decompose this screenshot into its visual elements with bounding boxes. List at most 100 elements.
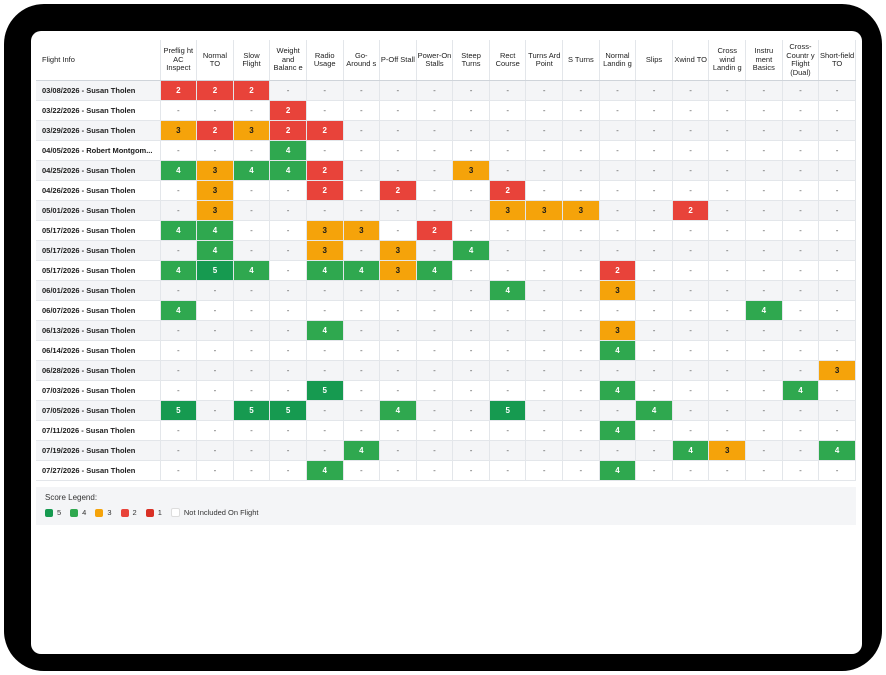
score-cell: - bbox=[233, 380, 271, 401]
column-header[interactable]: Short-field TO bbox=[818, 40, 856, 81]
table-row[interactable]: 05/17/2026 - Susan Tholen -4- -3-3-4- - - - - -… bbox=[36, 240, 856, 261]
flight-info-cell[interactable]: 07/11/2026 - Susan Tholen bbox=[36, 420, 161, 441]
table-row[interactable]: 07/19/2026 - Susan Tholen - - - - -4- - - - - - - -4… bbox=[36, 440, 856, 461]
table-row[interactable]: 04/26/2026 - Susan Tholen -3- -2-2- -2- - - - -… bbox=[36, 180, 856, 201]
table-row[interactable]: 05/17/2026 - Susan Tholen 4 4- -3 3-2- - - - - - -… bbox=[36, 220, 856, 241]
flight-info-cell[interactable]: 07/27/2026 - Susan Tholen bbox=[36, 460, 161, 481]
table-row[interactable]: 06/07/2026 - Susan Tholen 4- - - - - - - - - - - - - -… bbox=[36, 300, 856, 321]
score-cell: 4 bbox=[196, 240, 234, 261]
score-cell: - bbox=[160, 280, 198, 301]
score-cell: - bbox=[379, 380, 417, 401]
flight-info-cell[interactable]: 05/17/2026 - Susan Tholen bbox=[36, 240, 161, 261]
score-cell: - bbox=[269, 180, 307, 201]
flight-info-cell[interactable]: 07/19/2026 - Susan Tholen bbox=[36, 440, 161, 461]
score-cell: - bbox=[745, 340, 783, 361]
score-cell: - bbox=[525, 320, 564, 341]
column-header[interactable]: Instru ment Basics bbox=[745, 40, 783, 81]
column-header[interactable]: Normal Landin g bbox=[599, 40, 637, 81]
flight-info-cell[interactable]: 06/07/2026 - Susan Tholen bbox=[36, 300, 161, 321]
flight-info-cell[interactable]: 04/05/2026 - Robert Montgom... bbox=[36, 140, 161, 161]
score-cell: - bbox=[343, 460, 381, 481]
column-header[interactable]: Go-Around s bbox=[343, 40, 381, 81]
flight-info-cell[interactable]: 04/26/2026 - Susan Tholen bbox=[36, 180, 161, 201]
score-cell: - bbox=[635, 80, 673, 101]
flight-info-cell[interactable]: 07/03/2026 - Susan Tholen bbox=[36, 380, 161, 401]
table-row[interactable]: 05/17/2026 - Susan Tholen 4 5 4-4 4 3 4- - - -2- -… bbox=[36, 260, 856, 281]
flight-info-cell[interactable]: 03/29/2026 - Susan Tholen bbox=[36, 120, 161, 141]
column-header[interactable]: Rect Course bbox=[489, 40, 527, 81]
flight-info-cell[interactable]: 03/22/2026 - Susan Tholen bbox=[36, 100, 161, 121]
column-header[interactable]: P-Off Stall bbox=[379, 40, 417, 81]
table-row[interactable]: 07/27/2026 - Susan Tholen - - - -4- - - - - - -4- -… bbox=[36, 460, 856, 481]
flight-info-cell[interactable]: 05/17/2026 - Susan Tholen bbox=[36, 220, 161, 241]
score-cell: - bbox=[343, 340, 381, 361]
score-cell: - bbox=[525, 100, 564, 121]
table-row[interactable]: 06/14/2026 - Susan Tholen - - - - - - - - - - - -4- -… bbox=[36, 340, 856, 361]
score-cell: - bbox=[599, 160, 637, 181]
score-cell: - bbox=[416, 100, 454, 121]
table-body: 03/08/2026 - Susan Tholen 2 2 2- - - - - - - - - - - -… bbox=[36, 80, 856, 481]
table-row[interactable]: 03/08/2026 - Susan Tholen 2 2 2- - - - - - - - - - - -… bbox=[36, 80, 856, 101]
flight-info-cell[interactable]: 03/08/2026 - Susan Tholen bbox=[36, 80, 161, 101]
column-header[interactable]: Steep Turns bbox=[452, 40, 490, 81]
column-header[interactable]: Cross-Countr y Flight (Dual) bbox=[782, 40, 820, 81]
column-header[interactable]: Turns Ard Point bbox=[525, 40, 564, 81]
flight-info-cell[interactable]: 06/14/2026 - Susan Tholen bbox=[36, 340, 161, 361]
score-cell: - bbox=[782, 220, 820, 241]
table-row[interactable]: 06/01/2026 - Susan Tholen - - - - - - - - -4- -3- -… bbox=[36, 280, 856, 301]
legend-swatch bbox=[170, 508, 180, 517]
column-header[interactable]: Slips bbox=[635, 40, 673, 81]
column-header[interactable]: Preflig ht AC Inspect bbox=[160, 40, 198, 81]
table-row[interactable]: 05/01/2026 - Susan Tholen -3- - - - - - -3 3 3- -2… bbox=[36, 200, 856, 221]
table-row[interactable]: 04/25/2026 - Susan Tholen 4 3 4 4 2- - -3- - - - - -… bbox=[36, 160, 856, 181]
score-cell: 4 bbox=[745, 300, 783, 321]
column-header[interactable]: Xwind TO bbox=[672, 40, 710, 81]
table-row[interactable]: 03/22/2026 - Susan Tholen - - -2- - - - - - - - - - -… bbox=[36, 100, 856, 121]
score-cell: - bbox=[452, 340, 490, 361]
score-cell: - bbox=[782, 200, 820, 221]
score-cell: - bbox=[379, 340, 417, 361]
legend-item: 1 bbox=[145, 508, 162, 517]
table-row[interactable]: 04/05/2026 - Robert Montgom... - - -4- - - - - -… bbox=[36, 140, 856, 161]
column-header[interactable]: Cross wind Landin g bbox=[708, 40, 747, 81]
score-cell: 4 bbox=[672, 440, 710, 461]
score-cell: 3 bbox=[452, 160, 490, 181]
flight-info-cell[interactable]: 05/17/2026 - Susan Tholen bbox=[36, 260, 161, 281]
flight-info-cell[interactable]: 04/25/2026 - Susan Tholen bbox=[36, 160, 161, 181]
score-cell: - bbox=[745, 160, 783, 181]
column-header[interactable]: Radio Usage bbox=[306, 40, 344, 81]
score-cell: - bbox=[818, 140, 856, 161]
table-row[interactable]: 03/29/2026 - Susan Tholen 3 2 3 2 2- - - - - - - - - -… bbox=[36, 120, 856, 141]
score-cell: - bbox=[525, 120, 564, 141]
table-row[interactable]: 07/11/2026 - Susan Tholen - - - - - - - - - - - -4- -… bbox=[36, 420, 856, 441]
score-cell: 4 bbox=[599, 460, 637, 481]
score-cell: 5 bbox=[160, 400, 198, 421]
column-header[interactable]: Power-On Stalls bbox=[416, 40, 454, 81]
column-header[interactable]: S Turns bbox=[562, 40, 600, 81]
table-row[interactable]: 07/05/2026 - Susan Tholen 5-5 5- -4- -5- - -4-… bbox=[36, 400, 856, 421]
scores-table-container[interactable]: Flight Info Preflig ht AC Inspect Normal … bbox=[36, 40, 856, 482]
flight-info-cell[interactable]: 05/01/2026 - Susan Tholen bbox=[36, 200, 161, 221]
score-cell: - bbox=[306, 420, 344, 441]
table-row[interactable]: 06/28/2026 - Susan Tholen - - - - - - - - - - - - - - -… bbox=[36, 360, 856, 381]
header-flight-info[interactable]: Flight Info bbox=[36, 40, 161, 81]
table-row[interactable]: 06/13/2026 - Susan Tholen - - - -4- - - - - - -3- -… bbox=[36, 320, 856, 341]
flight-info-cell[interactable]: 06/28/2026 - Susan Tholen bbox=[36, 360, 161, 381]
score-cell: - bbox=[635, 160, 673, 181]
column-header[interactable]: Weight and Balanc e bbox=[269, 40, 307, 81]
score-cell: 4 bbox=[379, 400, 417, 421]
table-row[interactable]: 07/03/2026 - Susan Tholen - - - -5- - - - - - -4- -… bbox=[36, 380, 856, 401]
column-header[interactable]: Normal TO bbox=[196, 40, 234, 81]
flight-info-cell[interactable]: 06/01/2026 - Susan Tholen bbox=[36, 280, 161, 301]
screen: Flight Info Preflig ht AC Inspect Normal … bbox=[31, 31, 862, 654]
score-cell: - bbox=[818, 160, 856, 181]
score-cell: - bbox=[599, 100, 637, 121]
score-cell: - bbox=[269, 360, 307, 381]
score-cell: - bbox=[672, 360, 710, 381]
score-cell: 4 bbox=[599, 340, 637, 361]
score-cell: - bbox=[562, 100, 600, 121]
flight-info-cell[interactable]: 07/05/2026 - Susan Tholen bbox=[36, 400, 161, 421]
flight-info-cell[interactable]: 06/13/2026 - Susan Tholen bbox=[36, 320, 161, 341]
legend-label: 2 bbox=[132, 508, 137, 517]
column-header[interactable]: Slow Flight bbox=[233, 40, 271, 81]
